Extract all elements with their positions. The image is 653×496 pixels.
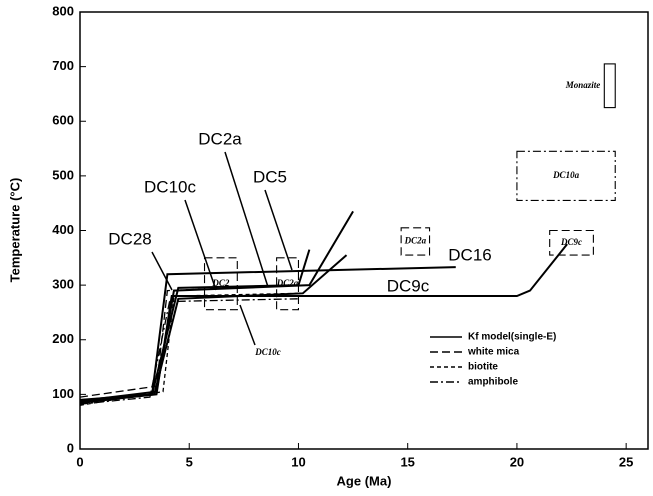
x-tick-label: 5 (186, 454, 193, 469)
curve (79, 249, 311, 405)
legend-label: Kf model(single-E) (468, 332, 556, 343)
leader-line (184, 199, 217, 291)
box-label: DC10a (552, 170, 580, 180)
curve (79, 298, 299, 405)
box-label: DC9c (560, 237, 582, 247)
age-temperature-box (400, 227, 431, 256)
legend-label: biotite (468, 362, 498, 373)
y-tick-label: 0 (67, 440, 74, 455)
y-tick-label: 700 (52, 58, 74, 73)
age-temperature-box (516, 150, 616, 202)
x-tick-label: 15 (400, 454, 414, 469)
age-temperature-box (549, 229, 594, 256)
box-label: DC2a (276, 278, 299, 288)
annotation: DC28 (108, 229, 151, 248)
curve (79, 284, 299, 398)
leader-line (239, 304, 256, 346)
box-label: DC2 (211, 278, 230, 288)
y-tick-label: 400 (52, 222, 74, 237)
y-tick-label: 800 (52, 3, 74, 18)
y-axis-label: Temperature (°C) (7, 178, 22, 283)
annotation: DC16 (448, 245, 491, 264)
y-tick-label: 500 (52, 167, 74, 182)
y-tick-label: 100 (52, 386, 74, 401)
annotation: DC5 (253, 167, 287, 186)
age-temperature-box (276, 257, 300, 311)
age-temperature-box (603, 63, 616, 109)
leader-line (224, 151, 269, 288)
y-tick-label: 200 (52, 331, 74, 346)
annotation: DC10c (254, 347, 281, 357)
box-label: Monazite (565, 80, 601, 90)
y-tick-label: 600 (52, 113, 74, 128)
box-label: DC2a (404, 235, 427, 245)
age-temperature-box (203, 257, 238, 311)
annotation: DC2a (198, 129, 242, 148)
leader-line (264, 189, 293, 271)
curve (79, 292, 299, 406)
leader-line (151, 251, 173, 291)
x-tick-label: 20 (510, 454, 524, 469)
legend-label: amphibole (468, 377, 518, 388)
x-axis-label: Age (Ma) (337, 473, 392, 488)
x-tick-label: 0 (76, 454, 83, 469)
legend-label: white mica (467, 347, 520, 358)
annotation: DC10c (144, 177, 196, 196)
y-tick-label: 300 (52, 277, 74, 292)
x-tick-label: 25 (619, 454, 633, 469)
x-tick-label: 10 (291, 454, 305, 469)
annotation: DC9c (387, 276, 430, 295)
